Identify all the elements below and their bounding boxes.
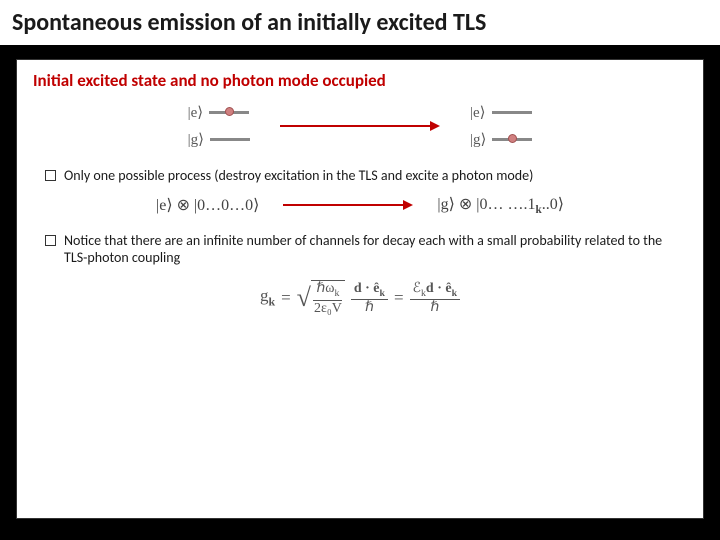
checkbox-icon [45,170,56,181]
gk-sqrt: √ ℏωk 2ε₀V [297,280,345,316]
final-state-right: ….1 [507,196,535,213]
excitation-dot-final [508,134,517,143]
ket-e-label: |e⟩ [188,103,204,122]
level-g-final: |g⟩ [470,130,532,149]
gk-frac-mid: d · êk ℏ [351,281,388,316]
gk-mid-num: d · ê [354,281,380,296]
tls-final: |e⟩ |g⟩ [470,103,532,149]
ket-g-label: |g⟩ [188,130,204,149]
tls-transition-diagram: |e⟩ |g⟩ |e⟩ |g⟩ [33,103,687,149]
bullet-2-text: Notice that there are an infinite number… [64,232,675,266]
gk-num1: ℏω [316,281,334,296]
initial-state: |e⟩ ⊗ |0…0…0⟩ [156,195,259,215]
state-transition-formula: |e⟩ ⊗ |0…0…0⟩ |g⟩ ⊗ |0… ….1k..0⟩ [33,194,687,216]
gk-equals: = [281,288,291,308]
gk-rhs-rest: d · ê [426,281,452,296]
level-line-e-final [492,111,532,114]
tls-initial: |e⟩ |g⟩ [188,103,250,149]
level-e-initial: |e⟩ [188,103,250,122]
gk-rhs-e: ℰ [413,281,421,296]
bullet-1: Only one possible process (destroy excit… [45,167,675,184]
bullet-2: Notice that there are an infinite number… [45,232,675,266]
gk-den1: 2ε₀V [311,301,345,316]
level-line-g-final [492,138,532,141]
final-state: |g⟩ ⊗ |0… ….1k..0⟩ [437,194,564,216]
checkbox-icon [45,235,56,246]
transition-arrow-formula [283,200,413,210]
gk-rhs-sub2: k [452,287,457,298]
gk-mid-sub: k [379,287,384,298]
level-e-final: |e⟩ [470,103,532,122]
slide-title: Spontaneous emission of an initially exc… [0,0,720,47]
subtitle: Initial excited state and no photon mode… [33,70,687,91]
gk-frac-rhs: ℰkd · êk ℏ [410,281,461,316]
excitation-dot-initial [225,107,234,116]
gk-mid-den: ℏ [362,300,377,315]
gk-num1-sub: k [334,288,339,299]
level-g-initial: |g⟩ [188,130,250,149]
final-state-left: |g⟩ ⊗ |0… [437,196,507,213]
gk-expression: gk = √ ℏωk 2ε₀V d · êk ℏ = ℰkd · êk ℏ [260,280,460,316]
final-state-end: ..0⟩ [542,196,564,213]
level-line-e [209,111,249,114]
gk-equals-2: = [394,288,404,308]
ket-e-label-final: |e⟩ [470,103,486,122]
gk-sub: k [268,295,275,309]
transition-arrow-top [280,121,440,131]
ket-g-label-final: |g⟩ [470,130,486,149]
level-line-g [210,138,250,141]
content-panel: Initial excited state and no photon mode… [16,59,704,519]
gk-rhs-den: ℏ [427,300,442,315]
coupling-formula: gk = √ ℏωk 2ε₀V d · êk ℏ = ℰkd · êk ℏ [33,280,687,316]
bullet-1-text: Only one possible process (destroy excit… [64,167,533,184]
